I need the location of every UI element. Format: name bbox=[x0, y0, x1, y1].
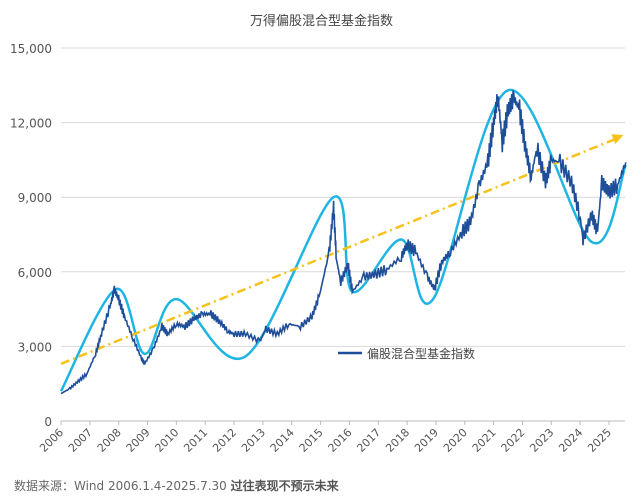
x-tick-label: 2017 bbox=[354, 426, 383, 455]
y-tick-label: 12,000 bbox=[10, 117, 52, 131]
x-tick-label: 2016 bbox=[326, 426, 355, 455]
y-tick-label: 3,000 bbox=[18, 340, 52, 354]
index-line bbox=[60, 90, 627, 395]
x-tick-label: 2018 bbox=[383, 426, 412, 455]
legend-label: 偏股混合型基金指数 bbox=[367, 346, 475, 361]
x-tick-label: 2013 bbox=[239, 426, 268, 455]
x-tick-label: 2007 bbox=[66, 426, 95, 455]
x-tick-label: 2022 bbox=[499, 426, 528, 455]
chart-title: 万得偏股混合型基金指数 bbox=[249, 14, 393, 29]
x-tick-label: 2019 bbox=[412, 426, 441, 455]
x-tick-label: 2014 bbox=[268, 426, 297, 455]
y-tick-label: 0 bbox=[44, 415, 52, 429]
x-tick-label: 2025 bbox=[585, 426, 614, 455]
source-note: 数据来源：Wind 2006.1.4-2025.7.30 过往表现不预示未来 bbox=[14, 477, 339, 494]
x-tick-label: 2008 bbox=[95, 426, 124, 455]
y-tick-label: 6,000 bbox=[18, 266, 52, 280]
x-tick-label: 2011 bbox=[181, 426, 210, 455]
x-tick-label: 2010 bbox=[152, 426, 181, 455]
x-tick-label: 2020 bbox=[441, 426, 470, 455]
x-tick-label: 2006 bbox=[37, 426, 66, 455]
x-tick-label: 2024 bbox=[556, 426, 585, 455]
trend-line bbox=[60, 137, 616, 365]
y-tick-label: 9,000 bbox=[18, 191, 52, 205]
x-tick-label: 2023 bbox=[527, 426, 556, 455]
x-tick-label: 2012 bbox=[210, 426, 239, 455]
trend-arrowhead bbox=[611, 134, 624, 144]
y-tick-label: 15,000 bbox=[10, 42, 52, 56]
x-tick-label: 2009 bbox=[124, 426, 153, 455]
x-tick-label: 2021 bbox=[470, 426, 499, 455]
source-text: 数据来源：Wind 2006.1.4-2025.7.30 bbox=[14, 479, 227, 493]
disclaimer-text: 过往表现不预示未来 bbox=[230, 479, 339, 493]
cycle-curve bbox=[59, 88, 627, 392]
x-tick-label: 2015 bbox=[297, 426, 326, 455]
